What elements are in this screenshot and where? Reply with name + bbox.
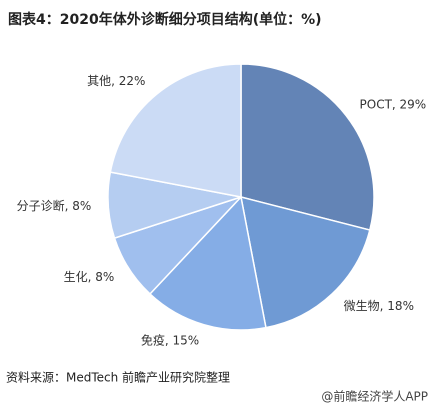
source: 资料来源：MedTech 前瞻产业研究院整理 <box>6 370 230 385</box>
data-label: 免疫, 15% <box>141 333 199 348</box>
pie-slice <box>240 195 371 329</box>
chart-title: 图表4：2020年体外诊断细分项目结构(单位：%) <box>8 11 322 28</box>
pie-slice <box>148 195 267 331</box>
data-label: 微生物, 18% <box>344 299 414 313</box>
pie-slice <box>240 63 375 231</box>
watermark: @前瞻经济学人APP <box>321 389 428 404</box>
data-label: 分子诊断, 8% <box>17 198 92 213</box>
data-label: 生化, 8% <box>64 270 115 284</box>
data-label: 其他, 22% <box>87 74 145 88</box>
data-label: POCT, 29% <box>360 98 427 112</box>
pie-slice <box>109 63 242 198</box>
